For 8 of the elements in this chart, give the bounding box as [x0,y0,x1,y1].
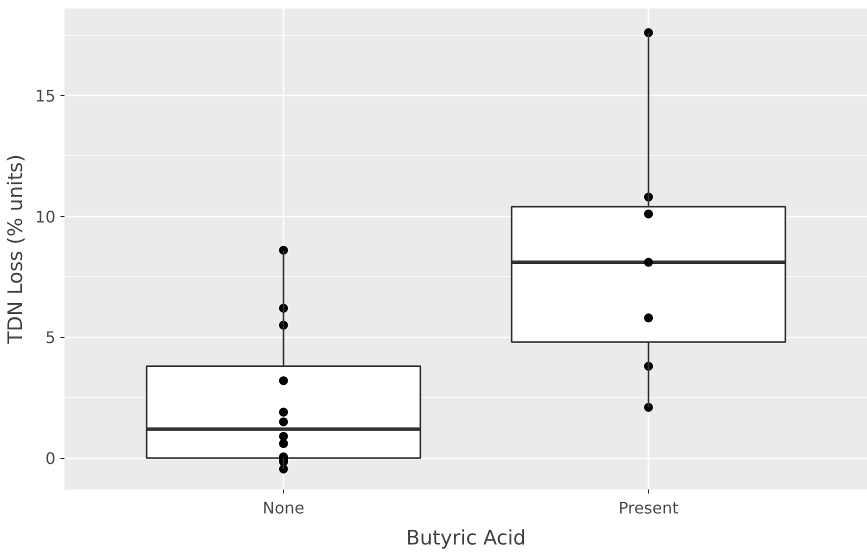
y-tick-label: 10 [35,207,56,226]
x-tick-label: None [262,498,304,518]
x-axis-title: Butyric Acid [406,526,526,550]
y-tick-label: 5 [45,328,56,348]
y-tick-label: 0 [45,449,56,468]
y-tick-label: 15 [35,86,56,106]
y-axis-title: TDN Loss (% units) [3,154,28,345]
x-tick-label: Present [618,498,679,518]
